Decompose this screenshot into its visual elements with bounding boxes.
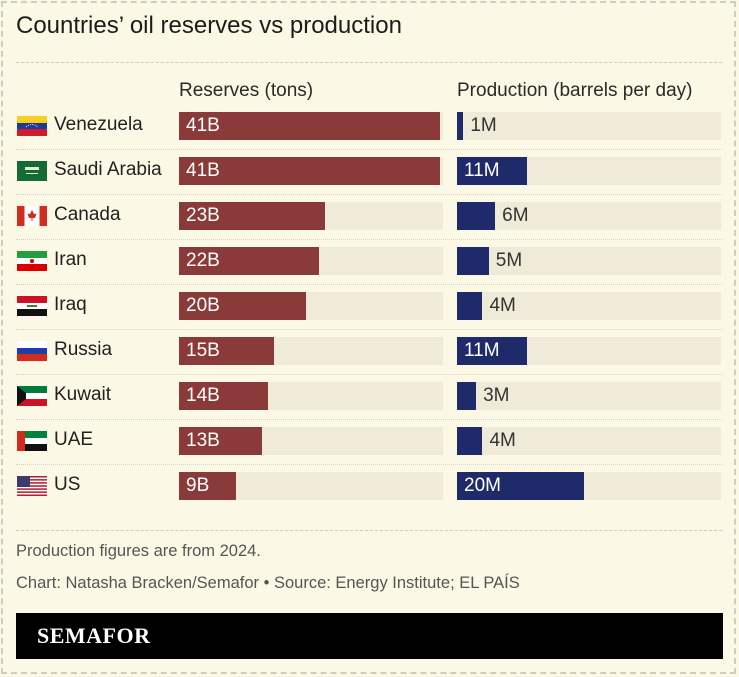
country-label: Canada (54, 204, 121, 225)
reserves-track: 41B (179, 112, 443, 140)
country-label: Russia (54, 339, 113, 360)
production-bar (457, 382, 477, 410)
data-label: 20B (186, 295, 220, 316)
data-label: 14B (186, 385, 220, 406)
data-label: 9B (186, 475, 210, 496)
table-row: Iraq 20B 4M (0, 292, 739, 337)
table-row: Canada 23B 6M (0, 202, 739, 247)
reserves-bar (179, 247, 319, 275)
row-divider (16, 239, 722, 240)
country-label: Saudi Arabia (54, 159, 162, 180)
data-label: 20M (464, 475, 501, 496)
production-bar (457, 427, 483, 455)
footnote: Production figures are from 2024. (16, 542, 261, 560)
production-track: 5M (457, 247, 721, 275)
reserves-track: 41B (179, 157, 443, 185)
chart-title: Countries’ oil reserves vs production (16, 12, 402, 39)
row-divider (16, 374, 722, 375)
row-divider (16, 149, 722, 150)
data-label: 4M (489, 295, 516, 316)
reserves-track: 20B (179, 292, 443, 320)
country-label: Kuwait (54, 384, 112, 405)
reserves-track: 9B (179, 472, 443, 500)
data-label: 11M (464, 340, 500, 361)
reserves-bar (179, 202, 326, 230)
reserves-track: 23B (179, 202, 443, 230)
brand-bar: SEMAFOR (16, 613, 723, 659)
production-track: 6M (457, 202, 721, 230)
semafor-logo: SEMAFOR (37, 623, 151, 648)
reserves-bar (179, 337, 275, 365)
production-track: 11M (457, 157, 721, 185)
us-flag-icon (17, 476, 47, 496)
reserves-track: 13B (179, 427, 443, 455)
production-bar (457, 337, 527, 365)
data-label: 6M (502, 205, 529, 226)
production-bar (457, 472, 585, 500)
data-label: 1M (470, 115, 497, 136)
production-track: 3M (457, 382, 721, 410)
reserves-header: Reserves (tons) (179, 80, 314, 101)
reserves-bar (179, 382, 269, 410)
iraq-flag-icon (17, 296, 47, 316)
reserves-bar (179, 427, 262, 455)
production-bar (457, 112, 464, 140)
table-row: Kuwait 14B 3M (0, 382, 739, 427)
data-label: 5M (495, 250, 523, 271)
data-label: 41B (186, 115, 220, 136)
table-row: UAE 13B 4M (0, 427, 739, 472)
reserves-bar (179, 472, 237, 500)
country-label: Iran (54, 249, 87, 270)
table-row: Russia 15B 11M (0, 337, 739, 382)
reserves-track: 22B (179, 247, 443, 275)
data-label: 23B (186, 205, 220, 226)
table-row: Saudi Arabia 41B 11M (0, 157, 739, 202)
production-track: 1M (457, 112, 721, 140)
divider (16, 62, 722, 63)
data-label: 22B (186, 250, 220, 271)
data-label: 3M (483, 385, 510, 406)
reserves-bar (179, 157, 440, 185)
table-row: US 9B 20M (0, 472, 739, 517)
row-divider (16, 419, 722, 420)
production-bar (457, 292, 483, 320)
country-label: Venezuela (54, 114, 143, 135)
data-label: 11M (464, 160, 500, 181)
reserves-track: 15B (179, 337, 443, 365)
production-header: Production (barrels per day) (457, 80, 693, 101)
data-label: 13B (186, 430, 220, 451)
production-track: 4M (457, 427, 721, 455)
reserves-bar (179, 112, 440, 140)
table-row: Iran 22B 5M (0, 247, 739, 292)
country-label: UAE (54, 429, 94, 450)
country-label: US (54, 474, 81, 495)
data-label: 15B (186, 340, 220, 361)
production-bar (457, 157, 527, 185)
production-track: 11M (457, 337, 721, 365)
iran-flag-icon (17, 251, 47, 271)
row-divider (16, 284, 722, 285)
russia-flag-icon (17, 341, 47, 361)
canada-flag-icon (17, 206, 47, 226)
country-label: Iraq (54, 294, 87, 315)
row-divider (16, 329, 722, 330)
production-bar (457, 202, 496, 230)
row-divider (16, 464, 722, 465)
kuwait-flag-icon (17, 386, 47, 406)
divider (16, 530, 722, 531)
row-divider (16, 194, 722, 195)
venezuela-flag-icon (17, 116, 47, 136)
saudi-arabia-flag-icon (17, 161, 47, 181)
production-track: 20M (457, 472, 721, 500)
uae-flag-icon (17, 431, 47, 451)
production-track: 4M (457, 292, 721, 320)
reserves-track: 14B (179, 382, 443, 410)
production-bar (457, 247, 489, 275)
reserves-bar (179, 292, 307, 320)
table-row: Venezuela 41B 1M (0, 112, 739, 157)
data-label: 41B (186, 160, 220, 181)
source-credit: Chart: Natasha Bracken/Semafor • Source:… (16, 574, 520, 592)
data-label: 4M (489, 430, 516, 451)
